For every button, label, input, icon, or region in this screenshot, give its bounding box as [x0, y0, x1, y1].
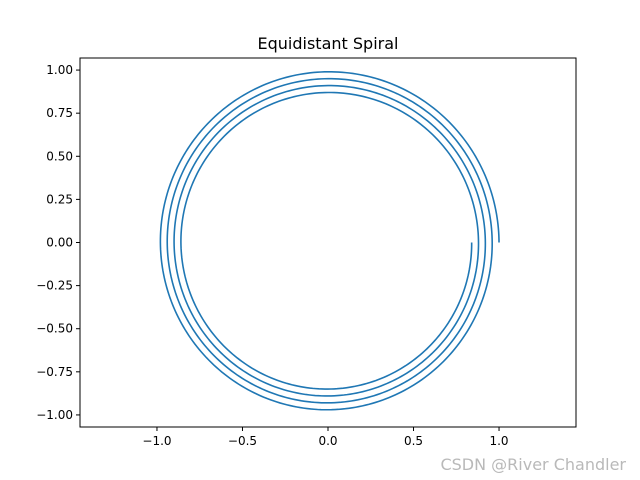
x-tick-label: 0.5: [404, 434, 423, 448]
x-tick-label: −0.5: [228, 434, 257, 448]
y-tick-label: 0.25: [46, 192, 73, 206]
watermark: CSDN @River Chandler: [440, 455, 626, 474]
spiral-line: [159, 70, 500, 411]
x-axis-ticks: −1.0 −0.5 0.0 0.5 1.0: [142, 427, 509, 448]
plot-area: [159, 70, 500, 411]
y-tick-label: −0.25: [36, 279, 73, 293]
y-tick-label: 0.50: [46, 149, 73, 163]
y-tick-label: 0.00: [46, 236, 73, 250]
axes-frame: [79, 57, 577, 428]
y-tick-label: 0.75: [46, 106, 73, 120]
x-tick-label: 1.0: [489, 434, 508, 448]
chart-title: Equidistant Spiral: [258, 34, 399, 53]
y-tick-label: −1.00: [36, 408, 73, 422]
y-axis-ticks: 1.00 0.75 0.50 0.25 0.00 −0.25 −0.50 −0.75 −1.00: [36, 63, 80, 422]
y-tick-label: −0.50: [36, 322, 73, 336]
x-tick-label: −1.0: [142, 434, 171, 448]
y-tick-label: −0.75: [36, 365, 73, 379]
x-tick-label: 0.0: [318, 434, 337, 448]
y-tick-label: 1.00: [46, 63, 73, 77]
